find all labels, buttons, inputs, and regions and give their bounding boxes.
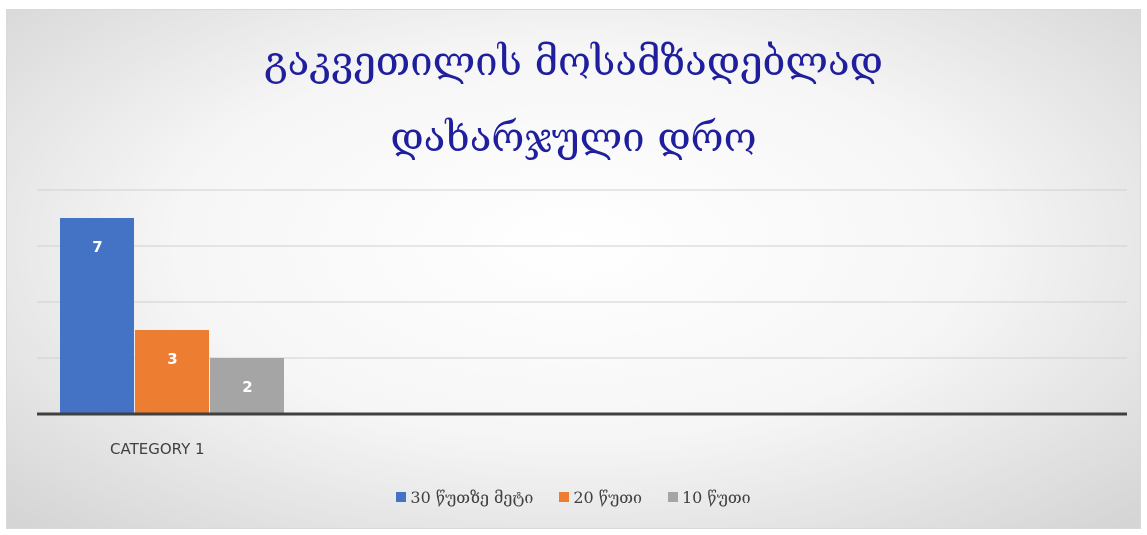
data-label-series-3: 2 bbox=[242, 378, 252, 396]
legend-item-series-3: 10 წუთი bbox=[667, 487, 751, 507]
legend: 30 წუთზე მეტი 20 წუთი 10 წუთი bbox=[6, 485, 1141, 509]
category-label: CATEGORY 1 bbox=[110, 440, 205, 458]
legend-swatch-series-1 bbox=[396, 492, 407, 502]
bar-series-2 bbox=[135, 330, 209, 414]
legend-label-series-1: 30 წუთზე მეტი bbox=[410, 487, 534, 507]
chart-title-line-2: დახარჯული დრო bbox=[390, 115, 757, 161]
data-label-series-1: 7 bbox=[92, 238, 102, 256]
bar-series-3 bbox=[210, 358, 284, 414]
bar-series-1 bbox=[60, 218, 134, 414]
legend-label-series-3: 10 წუთი bbox=[681, 487, 751, 507]
chart-area: გაკვეთილის მოსამზადებლად დახარჯული დრო bbox=[6, 9, 1141, 529]
legend-item-series-1: 30 წუთზე მეტი bbox=[396, 488, 533, 507]
chart-title-line-1: გაკვეთილის მოსამზადებლად bbox=[264, 39, 883, 85]
legend-swatch-series-3 bbox=[667, 492, 678, 502]
legend-swatch-series-2 bbox=[559, 492, 570, 502]
data-label-series-2: 3 bbox=[167, 350, 177, 368]
legend-item-series-2: 20 წუთი bbox=[559, 488, 642, 507]
legend-label-series-2: 20 წუთი bbox=[573, 487, 642, 507]
